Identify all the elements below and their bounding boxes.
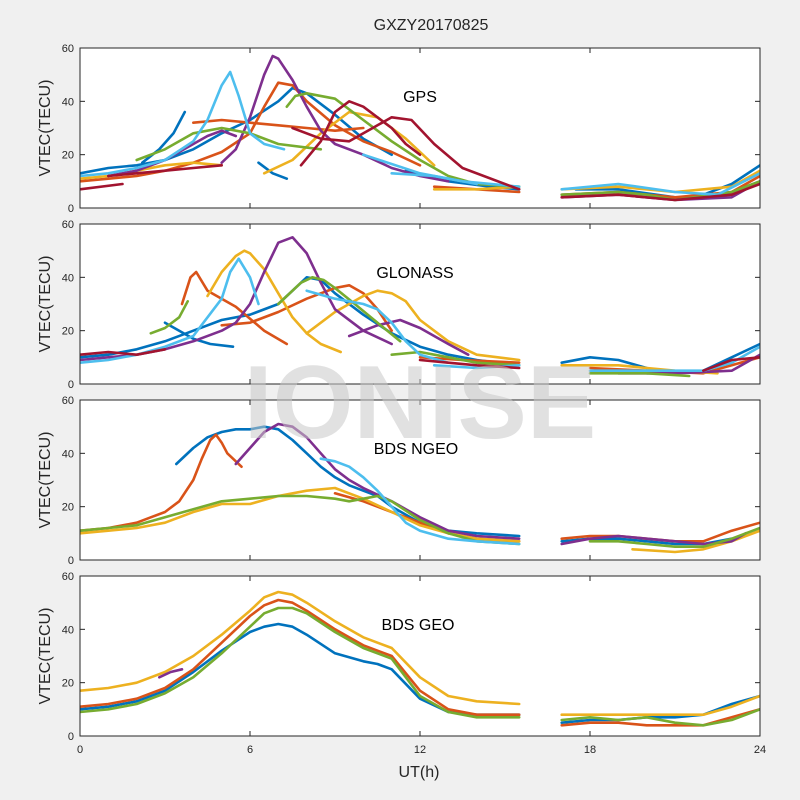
y-tick-label: 0 [68, 555, 74, 567]
y-axis-label: VTEC(TECU) [37, 608, 54, 705]
series-line [192, 118, 365, 132]
series-line [432, 185, 521, 191]
series-line [80, 81, 422, 183]
panel-annotation: BDS NGEO [374, 441, 458, 458]
series-line [588, 371, 691, 378]
series-line [80, 182, 124, 191]
series-line [588, 526, 760, 549]
plot-area [80, 576, 760, 736]
series-group [80, 236, 760, 378]
series-line [418, 358, 521, 370]
series-line [80, 486, 521, 543]
series-line [291, 116, 521, 191]
series-line [80, 494, 521, 546]
series-line [257, 161, 289, 180]
series-group [80, 422, 760, 554]
series-line [163, 321, 235, 349]
series-group [80, 590, 760, 727]
series-line [560, 707, 760, 727]
series-line [560, 531, 748, 546]
panel-annotation: BDS GEO [382, 617, 455, 634]
y-tick-label: 0 [68, 203, 74, 215]
y-tick-label: 0 [68, 731, 74, 743]
x-tick-label: 18 [584, 744, 596, 756]
series-line [560, 182, 760, 202]
y-axis-label: VTEC(TECU) [37, 432, 54, 529]
series-line [319, 457, 521, 546]
series-line [149, 299, 189, 335]
y-tick-label: 0 [68, 379, 74, 391]
series-line [390, 172, 479, 186]
series-line [305, 289, 450, 365]
panel-bds-geo: 0 6 12 18 24 0 20 40 60 VTEC(TECU) BDS GEO [37, 571, 766, 756]
y-tick-label: 40 [62, 624, 74, 636]
series-line [80, 257, 260, 365]
y-tick-label: 40 [62, 448, 74, 460]
series-line [560, 172, 760, 196]
x-tick-label: 0 [77, 744, 83, 756]
y-tick-label: 40 [62, 96, 74, 108]
series-line [299, 100, 422, 167]
y-tick-label: 60 [62, 571, 74, 583]
series-line [560, 694, 760, 717]
x-tick-label: 24 [754, 744, 766, 756]
y-tick-label: 60 [62, 219, 74, 231]
series-line [347, 318, 470, 357]
y-tick-label: 20 [62, 326, 74, 338]
y-axis-label: VTEC(TECU) [37, 80, 54, 177]
panel-annotation: GPS [403, 89, 437, 106]
series-line [80, 347, 167, 357]
series-line [701, 355, 760, 373]
series-line [560, 707, 760, 727]
series-line [107, 164, 223, 178]
series-line [220, 54, 450, 183]
series-line [305, 289, 521, 362]
series-line [80, 590, 521, 706]
series-line [80, 598, 521, 717]
figure-title: GXZY20170825 [374, 17, 489, 34]
y-axis-label: VTEC(TECU) [37, 256, 54, 353]
watermark: IONISE [244, 345, 597, 461]
series-line [234, 422, 521, 541]
x-axis-label: UT(h) [399, 764, 440, 781]
series-line [158, 667, 184, 679]
x-tick-label: 12 [414, 744, 426, 756]
panel-gps: 0 20 40 60 VTEC(TECU) GPS [37, 43, 761, 215]
y-tick-label: 20 [62, 502, 74, 514]
series-line [276, 275, 402, 343]
series-line [701, 164, 760, 196]
series-line [80, 433, 243, 533]
panel-annotation: GLONASS [376, 265, 453, 282]
panel-glonass: 0 20 40 60 VTEC(TECU) GLONASS [37, 219, 761, 391]
y-tick-label: 60 [62, 395, 74, 407]
y-tick-label: 20 [62, 678, 74, 690]
series-line [80, 70, 286, 178]
series-line [80, 606, 521, 719]
series-line [135, 126, 323, 162]
series-line [560, 694, 760, 725]
series-group [80, 54, 760, 202]
y-tick-label: 20 [62, 150, 74, 162]
panel-bds-ngeo: 0 20 40 60 VTEC(TECU) BDS NGEO [37, 395, 761, 567]
series-line [560, 180, 760, 202]
y-tick-label: 40 [62, 272, 74, 284]
series-line [631, 529, 760, 554]
x-tick-label: 6 [247, 744, 253, 756]
series-line [80, 622, 521, 717]
series-line [80, 161, 223, 180]
series-line [390, 350, 521, 367]
series-line [262, 110, 436, 175]
y-tick-label: 60 [62, 43, 74, 55]
series-line [107, 129, 238, 178]
series-line [180, 270, 289, 346]
series-line [560, 355, 649, 370]
